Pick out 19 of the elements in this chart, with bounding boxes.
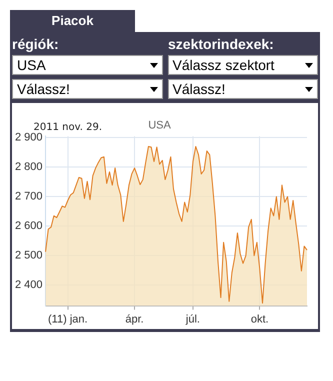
- y-tick-label: 2 800: [14, 161, 43, 174]
- sector-index-dropdown: Válassz!: [168, 79, 318, 99]
- y-tick-label: 2 900: [14, 132, 43, 144]
- text: szektorindexek:: [168, 36, 275, 52]
- y-tick-label: 2 700: [14, 190, 43, 203]
- region-dropdown: USA: [12, 55, 162, 75]
- sector-dropdown: Válassz szektort: [168, 55, 318, 75]
- y-tick-label: 2 600: [14, 220, 43, 232]
- x-tick-label: (11) jan.: [48, 313, 88, 326]
- chart-title: USA: [148, 120, 172, 132]
- text: 2011 nov. 29.: [34, 122, 102, 134]
- y-tick-label: 2 500: [14, 250, 43, 262]
- tab: Piacok: [10, 10, 135, 32]
- y-tick-label: 2 400: [14, 279, 43, 292]
- x-tick-label: júl.: [184, 313, 200, 326]
- index-dropdown: Válassz!: [12, 79, 162, 99]
- text: régiók:: [12, 36, 60, 52]
- x-tick-label: okt.: [250, 313, 269, 326]
- x-tick-label: ápr.: [125, 313, 144, 326]
